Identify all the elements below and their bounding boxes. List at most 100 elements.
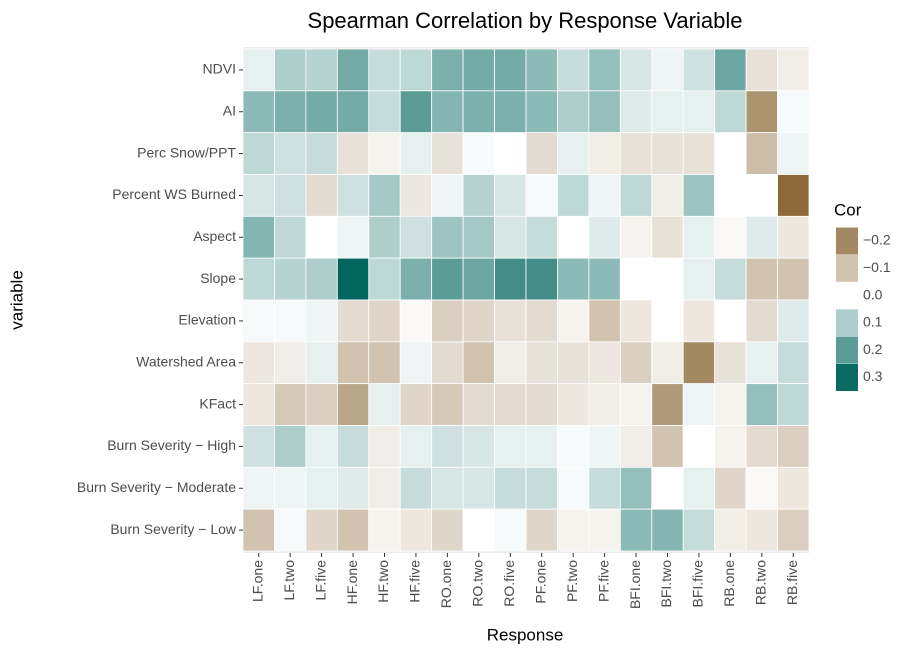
heat-cell [525, 425, 558, 468]
legend-label: 0.2 [863, 341, 883, 357]
heat-cell [619, 425, 653, 468]
heat-cell [682, 90, 716, 134]
heat-cell [682, 132, 716, 175]
heat-cell [431, 215, 464, 259]
heat-cell [336, 425, 370, 468]
heat-cell [368, 508, 401, 552]
heat-cell [494, 174, 527, 217]
heat-cell [557, 466, 590, 510]
heat-cell [368, 257, 401, 301]
heat-cell [557, 257, 590, 301]
heat-cell [525, 383, 558, 426]
heat-cell [714, 132, 747, 175]
heat-cell [714, 341, 747, 385]
x-tick-label: LF.five [312, 560, 328, 601]
heat-cell [777, 425, 810, 468]
heat-cell [368, 215, 401, 259]
heat-cell [494, 508, 527, 552]
heat-cell [777, 90, 810, 134]
y-tick-label: Elevation [178, 312, 236, 328]
heat-cell [431, 466, 464, 510]
heat-cell [431, 383, 464, 426]
heat-cell [619, 174, 653, 217]
heat-cell [494, 466, 527, 510]
heat-cell [714, 215, 747, 259]
heat-cell [588, 341, 621, 385]
heat-cell [588, 90, 621, 134]
heat-cell [777, 48, 810, 92]
heat-cell [525, 508, 558, 552]
heat-cell [399, 425, 433, 468]
heat-cell [651, 383, 684, 426]
heat-cell [305, 425, 338, 468]
heat-cell [588, 257, 621, 301]
legend-key [836, 364, 858, 391]
heat-cell [274, 508, 307, 552]
heat-cell [242, 90, 275, 134]
heat-cell [462, 257, 495, 301]
heat-cell [336, 466, 370, 510]
heat-cell [619, 508, 653, 552]
heat-cell [242, 425, 275, 468]
heat-cell [305, 466, 338, 510]
x-tick-label: PF.five [595, 560, 611, 602]
legend-key [836, 282, 858, 310]
heat-cell [525, 90, 558, 134]
heat-cell [462, 132, 495, 175]
y-tick-label: Burn Severity − Low [110, 521, 237, 537]
heat-cell [619, 215, 653, 259]
y-tick-label: KFact [199, 395, 236, 411]
heat-cell [714, 425, 747, 468]
heat-cell [431, 90, 464, 134]
heat-cell [557, 341, 590, 385]
x-tick-label: BFI.two [658, 560, 674, 608]
heat-cell [431, 257, 464, 301]
y-tick-label: AI [223, 102, 236, 118]
heat-cell [619, 257, 653, 301]
y-tick-label: Aspect [193, 228, 236, 244]
heat-cell [305, 215, 338, 259]
heat-cell [274, 215, 307, 259]
legend-key [836, 227, 858, 255]
legend-key [836, 309, 858, 337]
x-tick-label: RO.one [438, 560, 454, 608]
x-tick-label: BFI.one [627, 560, 643, 609]
heat-cell [777, 341, 810, 385]
heat-cell [651, 257, 684, 301]
heat-cell [682, 215, 716, 259]
heat-cell [525, 174, 558, 217]
heat-cell [682, 425, 716, 468]
x-tick-label: PF.one [532, 560, 548, 604]
heat-cell [305, 257, 338, 301]
heat-cell [336, 90, 370, 134]
heat-cell [745, 425, 778, 468]
heat-cell [305, 508, 338, 552]
heat-cell [777, 257, 810, 301]
heat-cell [557, 48, 590, 92]
heat-cell [745, 466, 778, 510]
heat-cell [368, 299, 401, 343]
heat-cell [714, 299, 747, 343]
heat-cell [777, 174, 810, 217]
heat-cell [682, 257, 716, 301]
heat-cell [462, 215, 495, 259]
heat-cell [336, 215, 370, 259]
heat-cell [714, 466, 747, 510]
legend-label: −0.2 [863, 232, 891, 248]
legend-key [836, 254, 858, 282]
heat-cell [242, 132, 275, 175]
x-axis-title: Response [487, 625, 564, 644]
heat-cell [242, 174, 275, 217]
y-tick-label: Burn Severity − High [107, 437, 236, 453]
heat-cell [494, 90, 527, 134]
heat-cell [274, 90, 307, 134]
heat-cell [462, 48, 495, 92]
heat-cell [399, 508, 433, 552]
heat-cell [399, 48, 433, 92]
heat-cell [336, 174, 370, 217]
heat-cell [336, 383, 370, 426]
heat-cell [305, 174, 338, 217]
y-tick-label: Burn Severity − Moderate [77, 479, 236, 495]
heat-cell [368, 48, 401, 92]
legend-label: 0.0 [863, 286, 883, 302]
